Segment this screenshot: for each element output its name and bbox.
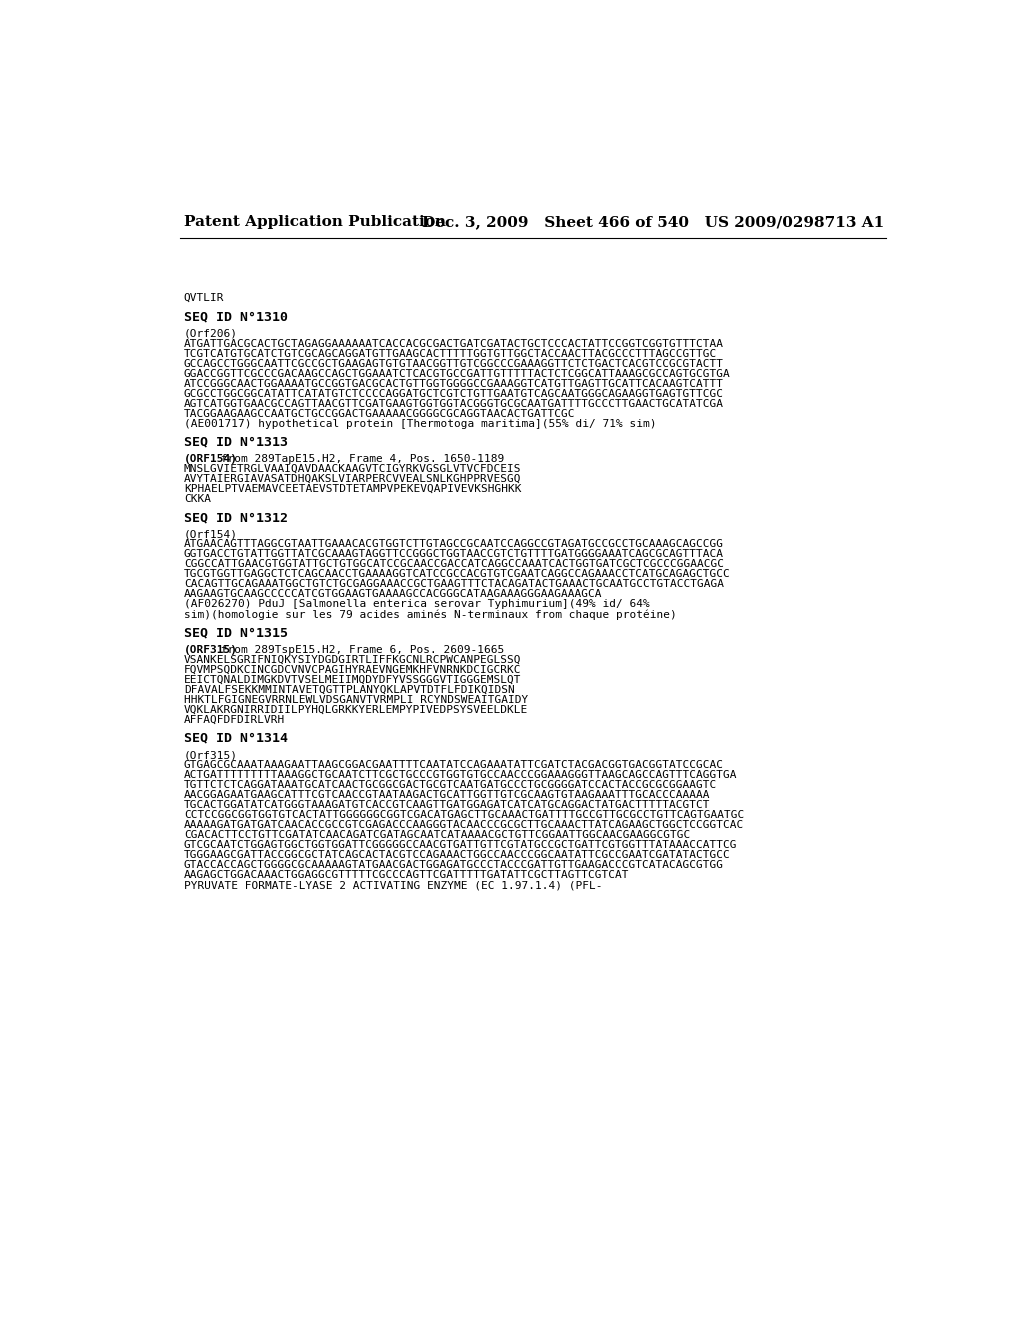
Text: from 289TapE15.H2, Frame 4, Pos. 1650-1189: from 289TapE15.H2, Frame 4, Pos. 1650-11… <box>214 454 504 465</box>
Text: VSANKELSGRIFNIQKYSIYDGDGIRTLIFFKGCNLRCPWCANPEGLSSQ: VSANKELSGRIFNIQKYSIYDGDGIRTLIFFKGCNLRCPW… <box>183 655 521 665</box>
Text: TGCGTGGTTGAGGCTCTCAGCAACCTGAAAAGGTCATCCGCCACGTGTCGAATCAGGCCAGAAACCTCATGCAGAGCTGC: TGCGTGGTTGAGGCTCTCAGCAACCTGAAAAGGTCATCCG… <box>183 569 730 579</box>
Text: GTACCACCAGCTGGGGCGCAAAAAGTATGAACGACTGGAGATGCCCTACCCGATTGTTGAAGACCCGTCATACAGCGTGG: GTACCACCAGCTGGGGCGCAAAAAGTATGAACGACTGGAG… <box>183 861 724 870</box>
Text: AFFAQFDFDIRLVRH: AFFAQFDFDIRLVRH <box>183 715 285 725</box>
Text: (Orf154): (Orf154) <box>183 529 238 540</box>
Text: KPHAELPTVAEMAVCEETAEVSTDTETAMPVPEKEVQAPIVEVKSHGHKK: KPHAELPTVAEMAVCEETAEVSTDTETAMPVPEKEVQAPI… <box>183 484 521 494</box>
Text: AACGGAGAATGAAGCATTTCGTCAACCGTAATAAGACTGCATTGGTTGTCGCAAGTGTAAGAAATTTGCACCCAAAAA: AACGGAGAATGAAGCATTTCGTCAACCGTAATAAGACTGC… <box>183 791 711 800</box>
Text: (AE001717) hypothetical protein [Thermotoga maritima](55% di/ 71% sim): (AE001717) hypothetical protein [Thermot… <box>183 418 656 429</box>
Text: SEQ ID N°1315: SEQ ID N°1315 <box>183 627 288 639</box>
Text: (Orf206): (Orf206) <box>183 329 238 338</box>
Text: AVYTAIERGIAVASATDHQAKSLVIARPERCVVEALSNLKGHPPRVESGQ: AVYTAIERGIAVASATDHQAKSLVIARPERCVVEALSNLK… <box>183 474 521 484</box>
Text: (AF026270) PduJ [Salmonella enterica serovar Typhimurium](49% id/ 64%: (AF026270) PduJ [Salmonella enterica ser… <box>183 599 649 610</box>
Text: GGTGACCTGTATTGGTTATCGCAAAGTAGGTTCCGGGCTGGTAACCGTCTGTTTTGATGGGGAAATCAGCGCAGTTTACA: GGTGACCTGTATTGGTTATCGCAAAGTAGGTTCCGGGCTG… <box>183 549 724 560</box>
Text: TGCACTGGATATCATGGGTAAAGATGTCACCGTCAAGTTGATGGAGATCATCATGCAGGACTATGACTTTTTACGTCT: TGCACTGGATATCATGGGTAAAGATGTCACCGTCAAGTTG… <box>183 800 711 810</box>
Text: SEQ ID N°1313: SEQ ID N°1313 <box>183 436 288 449</box>
Text: GGACCGGTTCGCCCGACAAGCCAGCTGGAAATCTCACGTGCCGATTGTTTTTACTCTCGGCATTAAAGCGCCAGTGCGTG: GGACCGGTTCGCCCGACAAGCCAGCTGGAAATCTCACGTG… <box>183 368 730 379</box>
Text: (ORF315): (ORF315) <box>183 645 238 655</box>
Text: GCGCCTGGCGGCATATTCATATGTCTCCCCAGGATGCTCGTCTGTTGAATGTCAGCAATGGGCAGAAGGTGAGTGTTCGC: GCGCCTGGCGGCATATTCATATGTCTCCCCAGGATGCTCG… <box>183 388 724 399</box>
Text: CACAGTTGCAGAAATGGCTGTCTGCGAGGAAACCGCTGAAGTTTCTACAGATACTGAAACTGCAATGCCTGTACCTGAGA: CACAGTTGCAGAAATGGCTGTCTGCGAGGAAACCGCTGAA… <box>183 579 724 590</box>
Text: DFAVALFSEKKMMINTAVETQGTTPLANYQKLAPVTDTFLFDIKQIDSN: DFAVALFSEKKMMINTAVETQGTTPLANYQKLAPVTDTFL… <box>183 685 514 694</box>
Text: TCGTCATGTGCATCTGTCGCAGCAGGATGTTGAAGCACTTTTTGGTGTTGGCTACCAACTTACGCCCTTTAGCCGTTGC: TCGTCATGTGCATCTGTCGCAGCAGGATGTTGAAGCACTT… <box>183 348 717 359</box>
Text: Patent Application Publication: Patent Application Publication <box>183 215 445 230</box>
Text: sim)(homologie sur les 79 acides aminés N-terminaux from chaque protéine): sim)(homologie sur les 79 acides aminés … <box>183 610 677 620</box>
Text: PYRUVATE FORMATE-LYASE 2 ACTIVATING ENZYME (EC 1.97.1.4) (PFL-: PYRUVATE FORMATE-LYASE 2 ACTIVATING ENZY… <box>183 880 602 891</box>
Text: TGTTCTCTCAGGATAAATGCATCAACTGCGGCGACTGCGTCAATGATGCCCTGCGGGGATCCACTACCGCGCGGAAGTC: TGTTCTCTCAGGATAAATGCATCAACTGCGGCGACTGCGT… <box>183 780 717 791</box>
Text: from 289TspE15.H2, Frame 6, Pos. 2609-1665: from 289TspE15.H2, Frame 6, Pos. 2609-16… <box>214 645 504 655</box>
Text: CCTCCGGCGGTGGTGTCACTATTGGGGGGCGGTCGACATGAGCTTGCAAACTGATTTTGCCGTTGCGCCTGTTCAGTGAA: CCTCCGGCGGTGGTGTCACTATTGGGGGGCGGTCGACATG… <box>183 810 744 821</box>
Text: CGGCCATTGAACGTGGTATTGCTGTGGCATCCGCAACCGACCATCAGGCCAAATCACTGGTGATCGCTCGCCCGGAACGC: CGGCCATTGAACGTGGTATTGCTGTGGCATCCGCAACCGA… <box>183 560 724 569</box>
Text: ACTGATTTTTTTTTAAAGGCTGCAATCTTCGCTGCCCGTGGTGTGCCAACCCGGAAAGGGTTAAGCAGCCAGTTTCAGGT: ACTGATTTTTTTTTAAAGGCTGCAATCTTCGCTGCCCGTG… <box>183 771 737 780</box>
Text: VQKLAKRGNIRRIDIILPYHQLGRKKYERLEMPYPIVEDPSYSVEELDKLE: VQKLAKRGNIRRIDIILPYHQLGRKKYERLEMPYPIVEDP… <box>183 705 528 715</box>
Text: AAGAGCTGGACAAACTGGAGGCGTTTTTCGCCCAGTTCGATTTTTGATATTCGCTTAGTTCGTCAT: AAGAGCTGGACAAACTGGAGGCGTTTTTCGCCCAGTTCGA… <box>183 870 630 880</box>
Text: QVTLIR: QVTLIR <box>183 293 224 304</box>
Text: (Orf315): (Orf315) <box>183 750 238 760</box>
Text: CGACACTTCCTGTTCGATATCAACAGATCGATAGCAATCATAAAACGCTGTTCGGAATTGGCAACGAAGGCGTGC: CGACACTTCCTGTTCGATATCAACAGATCGATAGCAATCA… <box>183 830 690 841</box>
Text: CKKA: CKKA <box>183 494 211 504</box>
Text: SEQ ID N°1312: SEQ ID N°1312 <box>183 511 288 524</box>
Text: MNSLGVIETRGLVAAIQAVDAACKAAGVTCIGYRKVGSGLVTVCFDCEIS: MNSLGVIETRGLVAAIQAVDAACKAAGVTCIGYRKVGSGL… <box>183 465 521 474</box>
Text: GTGAGCGCAAATAAAGAATTAAGCGGACGAATTTTCAATATCCAGAAATATTCGATCTACGACGGTGACGGTATCCGCAC: GTGAGCGCAAATAAAGAATTAAGCGGACGAATTTTCAATA… <box>183 760 724 771</box>
Text: TGGGAAGCGATTACCGGCGCTATCAGCACTACGTCCAGAAACTGGCCAACCCGGCAATATTCGCCGAATCGATATACTGC: TGGGAAGCGATTACCGGCGCTATCAGCACTACGTCCAGAA… <box>183 850 730 861</box>
Text: SEQ ID N°1314: SEQ ID N°1314 <box>183 731 288 744</box>
Text: AAAAAGATGATGATCAACACCGCCGTCGAGACCCAAGGGTACAACCCGCGCTTGCAAACTTATCAGAAGCTGGCTCCGGT: AAAAAGATGATGATCAACACCGCCGTCGAGACCCAAGGGT… <box>183 821 744 830</box>
Text: AAGAAGTGCAAGCCCCCATCGTGGAAGTGAAAAGCCACGGGCATAAGAAAGGGAAGAAAGCA: AAGAAGTGCAAGCCCCCATCGTGGAAGTGAAAAGCCACGG… <box>183 590 602 599</box>
Text: HHKTLFGIGNEGVRRNLEWLVDSGANVTVRMPLI RCYNDSWEAITGAIDY: HHKTLFGIGNEGVRRNLEWLVDSGANVTVRMPLI RCYND… <box>183 694 528 705</box>
Text: ATGAACAGTTTAGGCGTAATTGAAACACGTGGTCTTGTAGCCGCAATCCAGGCCGTAGATGCCGCCTGCAAAGCAGCCGG: ATGAACAGTTTAGGCGTAATTGAAACACGTGGTCTTGTAG… <box>183 540 724 549</box>
Text: ATGATTGACGCACTGCTAGAGGAAAAAATCACCACGCGACTGATCGATACTGCTCCCACTATTCCGGTCGGTGTTTCTAA: ATGATTGACGCACTGCTAGAGGAAAAAATCACCACGCGAC… <box>183 338 724 348</box>
Text: SEQ ID N°1310: SEQ ID N°1310 <box>183 310 288 323</box>
Text: FQVMPSQDKCINCGDCVNVCPAGIHYRAEVNGEMKHFVNRNKDCIGCRKC: FQVMPSQDKCINCGDCVNVCPAGIHYRAEVNGEMKHFVNR… <box>183 665 521 675</box>
Text: GCCAGCCTGGGCAATTCGCCGCTGAAGAGTGTGTAACGGTTGTCGGCCCGAAAGGTTCTCTGACTCACGTCCGCGTACTT: GCCAGCCTGGGCAATTCGCCGCTGAAGAGTGTGTAACGGT… <box>183 359 724 368</box>
Text: (ORF154): (ORF154) <box>183 454 238 465</box>
Text: TACGGAAGAAGCCAATGCTGCCGGACTGAAAAACGGGGCGCAGGTAACACTGATTCGC: TACGGAAGAAGCCAATGCTGCCGGACTGAAAAACGGGGCG… <box>183 409 575 418</box>
Text: EEICTQNALDIMGKDVTVSELMEIIMQDYDFYVSSGGGVTIGGGEMSLQT: EEICTQNALDIMGKDVTVSELMEIIMQDYDFYVSSGGGVT… <box>183 675 521 685</box>
Text: Dec. 3, 2009   Sheet 466 of 540   US 2009/0298713 A1: Dec. 3, 2009 Sheet 466 of 540 US 2009/02… <box>423 215 885 230</box>
Text: AGTCATGGTGAACGCCAGTTAACGTTCGATGAAGTGGTGGTACGGGTGCGCAATGATTTTGCCCTTGAACTGCATATCGA: AGTCATGGTGAACGCCAGTTAACGTTCGATGAAGTGGTGG… <box>183 399 724 409</box>
Text: ATCCGGGCAACTGGAAAATGCCGGTGACGCACTGTTGGTGGGGCCGAAAGGTCATGTTGAGTTGCATTCACAAGTCATTT: ATCCGGGCAACTGGAAAATGCCGGTGACGCACTGTTGGTG… <box>183 379 724 388</box>
Text: GTCGCAATCTGGAGTGGCTGGTGGATTCGGGGGCCAACGTGATTGTTCGTATGCCGCTGATTCGTGGTTTATAAACCATT: GTCGCAATCTGGAGTGGCTGGTGGATTCGGGGGCCAACGT… <box>183 841 737 850</box>
